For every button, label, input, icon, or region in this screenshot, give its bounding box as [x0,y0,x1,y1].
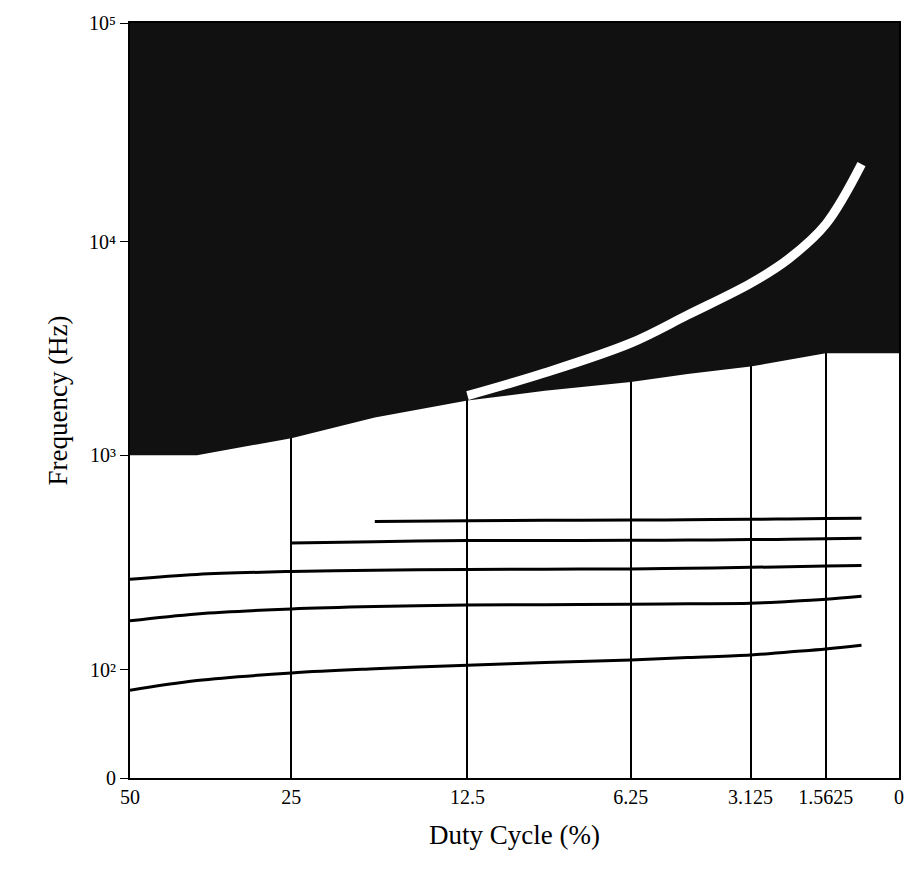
svg-text:3.125: 3.125 [728,786,773,808]
svg-text:10⁴: 10⁴ [89,231,116,253]
svg-text:12.5: 12.5 [450,786,485,808]
svg-text:10⁵: 10⁵ [89,12,116,34]
svg-text:50: 50 [120,786,140,808]
svg-text:25: 25 [281,786,301,808]
svg-text:Duty Cycle (%): Duty Cycle (%) [429,820,600,850]
svg-text:0: 0 [894,786,904,808]
svg-text:0: 0 [106,767,116,789]
svg-text:6.25: 6.25 [613,786,648,808]
svg-text:10²: 10² [90,659,116,681]
svg-text:Frequency (Hz): Frequency (Hz) [43,315,73,485]
svg-text:10³: 10³ [90,444,116,466]
svg-text:1.5625: 1.5625 [798,786,853,808]
